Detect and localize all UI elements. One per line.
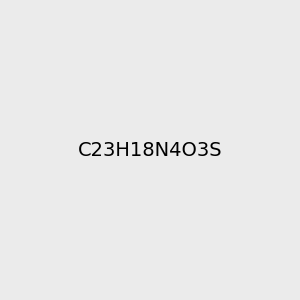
Text: C23H18N4O3S: C23H18N4O3S: [78, 140, 222, 160]
